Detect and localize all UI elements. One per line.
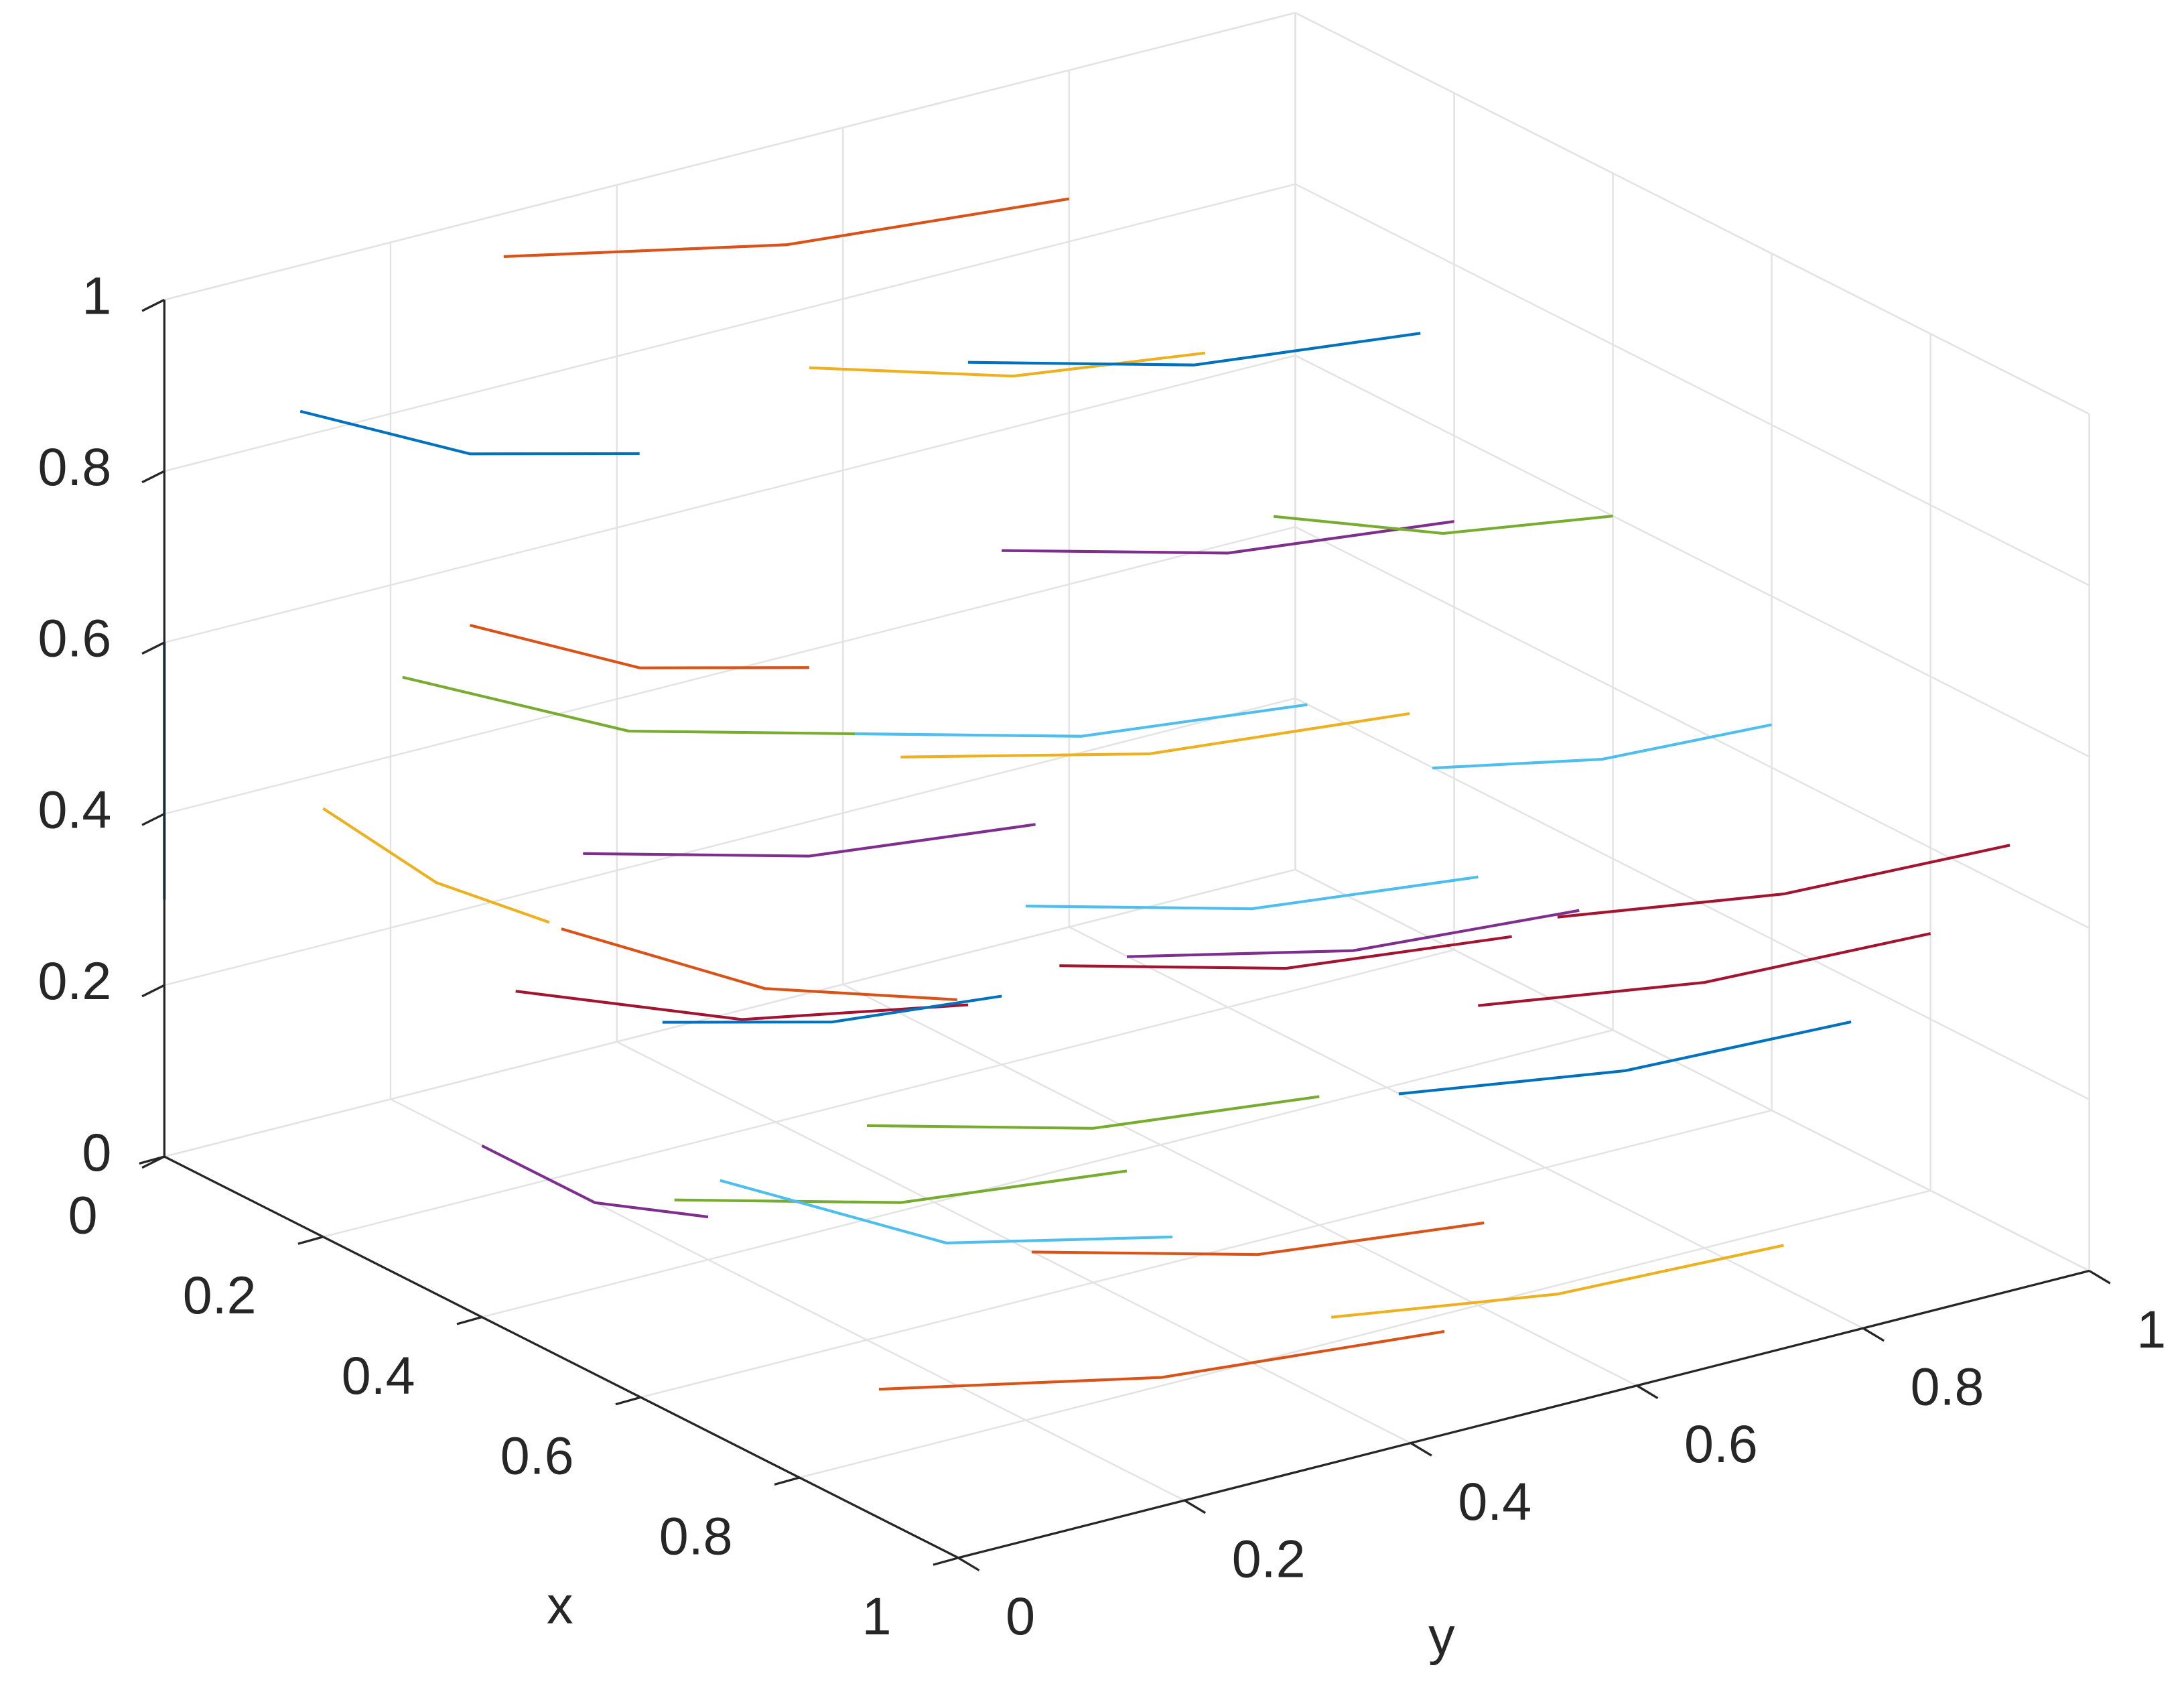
x-tick-label: 0.8	[659, 1506, 733, 1565]
streamline	[1330, 1244, 1784, 1319]
grid-line	[323, 949, 1454, 1238]
z-tick	[141, 984, 165, 998]
y-tick-label: 0	[1006, 1586, 1035, 1646]
streamline	[866, 1095, 1320, 1130]
z-tick-label: 0.2	[38, 951, 111, 1010]
streamline	[900, 712, 1410, 759]
axes: 0 0.2 0.4 0.6 0.8 1 0 0.2 0.4 0.6 0.8 1 0 0.2 0.4 0.6 0.…	[38, 265, 2166, 1646]
x-tick-label: 0.2	[183, 1265, 257, 1325]
grid-line	[164, 868, 1296, 1158]
streamline	[583, 823, 1036, 858]
streamline	[720, 1179, 1173, 1245]
grid-line	[1294, 354, 2090, 758]
grid-line	[799, 1189, 1931, 1479]
z-tick-label: 0	[82, 1122, 111, 1182]
streamline	[515, 990, 969, 1021]
streamline	[503, 197, 1070, 259]
x-tick	[456, 1315, 482, 1325]
grid-line	[164, 526, 1296, 815]
x-tick-label: 0.6	[500, 1426, 574, 1486]
x-tick-label: 0	[68, 1185, 98, 1244]
z-tick-label: 0.6	[38, 608, 111, 668]
z-tick	[141, 641, 165, 655]
axis-line	[163, 1155, 959, 1559]
z-tick	[141, 298, 165, 312]
y-tick-label: 0.2	[1232, 1529, 1306, 1589]
y-tick-label: 0.6	[1684, 1414, 1758, 1474]
y-tick-label: 0.4	[1458, 1472, 1531, 1531]
x-axis-label: x	[547, 1575, 573, 1635]
y-axis-label: y	[1428, 1606, 1455, 1665]
y-tick	[1184, 1499, 1207, 1514]
streamline	[1398, 1020, 1852, 1096]
streamline	[855, 703, 1308, 738]
y-tick	[2088, 1270, 2111, 1285]
x-tick	[139, 1155, 165, 1165]
grid-line	[164, 697, 1296, 986]
streamline	[674, 1169, 1128, 1204]
grid-line	[842, 983, 1637, 1386]
streamline	[1432, 723, 1773, 770]
streamline	[469, 624, 809, 669]
y-tick	[1410, 1442, 1432, 1457]
box-edge	[164, 11, 1296, 301]
z-tick-label: 1	[82, 265, 111, 325]
x-tick-label: 0.4	[342, 1346, 415, 1405]
z-tick-label: 0.4	[38, 779, 111, 839]
grid-line	[1294, 183, 2090, 586]
streamline	[1126, 909, 1580, 958]
streamline	[1557, 844, 2010, 919]
grid-line	[482, 1029, 1613, 1318]
z-tick-label: 0.8	[38, 437, 111, 497]
streamlines	[163, 197, 2010, 1391]
grid-line	[1294, 697, 2090, 1100]
x-tick	[297, 1236, 324, 1245]
z-tick	[141, 813, 165, 826]
grid-line	[164, 183, 1296, 472]
streamline	[1059, 935, 1512, 970]
axis-line	[957, 1269, 2090, 1559]
streamline	[1478, 932, 1931, 1007]
grid-line	[164, 354, 1296, 644]
x-tick	[615, 1396, 641, 1406]
x-tick	[933, 1557, 959, 1566]
grid-line	[1069, 926, 1864, 1329]
x-tick	[774, 1476, 800, 1486]
streamline	[809, 351, 1206, 378]
streamline	[322, 807, 550, 924]
x-tick-label: 1	[862, 1586, 892, 1646]
grid-line	[1294, 526, 2090, 929]
streamline	[1002, 520, 1454, 555]
streamline	[967, 332, 1421, 367]
grid	[163, 11, 2090, 1559]
y-tick	[957, 1557, 980, 1571]
y-tick-label: 1	[2136, 1299, 2166, 1359]
box-edge	[1294, 11, 2090, 415]
streamline	[402, 675, 856, 736]
streamline	[1031, 1221, 1485, 1256]
y-tick-label: 0.8	[1911, 1357, 1984, 1417]
streamline	[299, 409, 640, 456]
streamline	[662, 994, 1002, 1024]
streamline	[1026, 875, 1479, 911]
streamline	[878, 1329, 1445, 1391]
streamline	[1273, 514, 1613, 535]
y-tick	[1862, 1327, 1885, 1342]
y-tick	[1636, 1384, 1659, 1399]
z-tick	[141, 470, 165, 484]
grid-line	[1294, 868, 2090, 1272]
streamline	[561, 927, 957, 1001]
streamline	[481, 1144, 709, 1219]
